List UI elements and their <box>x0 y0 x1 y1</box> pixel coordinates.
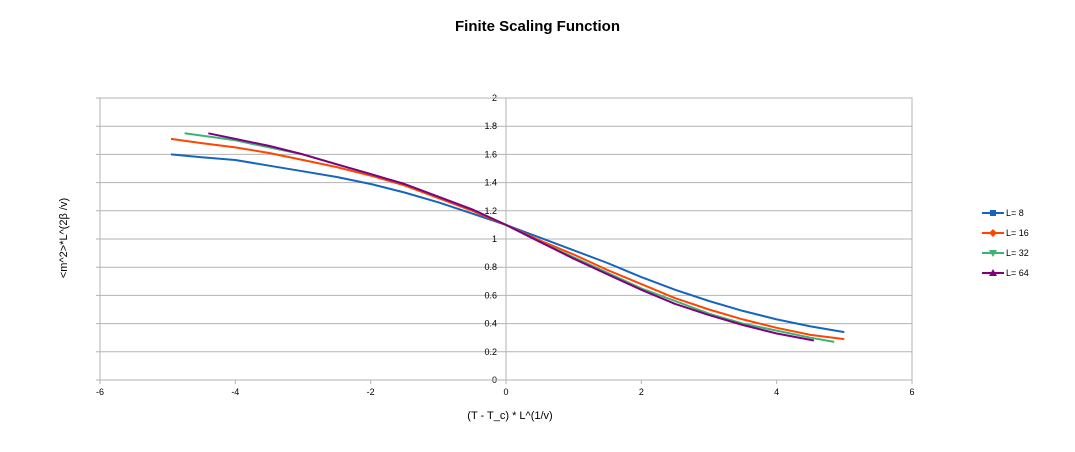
legend-item-3: L= 32 <box>982 243 1029 263</box>
x-tick-label: -4 <box>231 387 239 397</box>
legend-marker <box>989 229 997 237</box>
series-line-4 <box>208 132 815 342</box>
x-tick-label: -2 <box>367 387 375 397</box>
x-tick-label: -6 <box>96 387 104 397</box>
legend-label: L= 16 <box>1006 228 1029 238</box>
legend-swatch <box>982 208 1004 218</box>
y-tick-label: 1 <box>492 234 497 244</box>
legend-swatch <box>982 228 1004 238</box>
legend-label: L= 32 <box>1006 248 1029 258</box>
series-line-3 <box>184 132 835 343</box>
legend-marker <box>989 269 997 276</box>
chart-title: Finite Scaling Function <box>455 18 620 35</box>
x-axis-label: (T - T_c) * L^(1/v) <box>467 410 553 422</box>
series-line-1 <box>170 153 845 334</box>
y-axis-label: <m^2>*L^(2β /v) <box>58 197 70 279</box>
x-tick-label: 4 <box>774 387 779 397</box>
legend-item-2: L= 16 <box>982 223 1029 243</box>
legend-swatch <box>982 268 1004 278</box>
y-tick-label: 0.6 <box>484 290 497 300</box>
y-tick-label: 1.8 <box>484 121 497 131</box>
x-tick-label: 6 <box>909 387 914 397</box>
legend: L= 8 L= 16 L= 32 L= 64 <box>982 203 1029 283</box>
y-tick-label: 1.6 <box>484 149 497 159</box>
legend-label: L= 8 <box>1006 208 1024 218</box>
y-tick-label: 0.2 <box>484 347 497 357</box>
y-tick-label: 0.8 <box>484 262 497 272</box>
y-tick-label: 1.2 <box>484 206 497 216</box>
legend-marker <box>989 250 997 257</box>
legend-swatch <box>982 248 1004 258</box>
x-tick-label: 2 <box>639 387 644 397</box>
y-tick-label: 0.4 <box>484 319 497 329</box>
legend-label: L= 64 <box>1006 268 1029 278</box>
legend-marker <box>990 210 996 216</box>
x-tick-label: 0 <box>503 387 508 397</box>
y-tick-label: 1.4 <box>484 178 497 188</box>
legend-item-4: L= 64 <box>982 263 1029 283</box>
legend-item-1: L= 8 <box>982 203 1029 223</box>
